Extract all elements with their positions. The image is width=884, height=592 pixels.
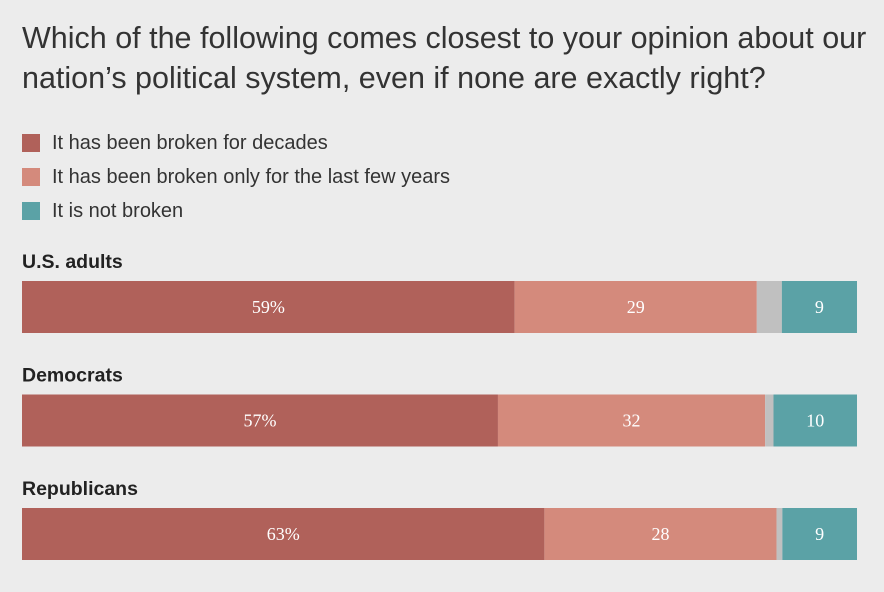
- legend-swatch-not-broken: [22, 202, 40, 220]
- data-label-republicans-0: 63%: [267, 524, 300, 544]
- bar-segment-republicans-2: [776, 508, 783, 560]
- data-label-u-s-adults-0: 59%: [252, 297, 285, 317]
- bar-segment-u-s-adults-3: [781, 281, 857, 333]
- bar-segment-u-s-adults-0: [22, 281, 515, 333]
- bar-segment-republicans-1: [544, 508, 777, 560]
- legend-item-few-years: It has been broken only for the last few…: [22, 160, 450, 194]
- legend-swatch-few-years: [22, 168, 40, 186]
- chart-title: Which of the following comes closest to …: [22, 21, 867, 95]
- legend-item-decades: It has been broken for decades: [22, 126, 450, 160]
- legend-label-decades: It has been broken for decades: [52, 131, 328, 154]
- legend-item-not-broken: It is not broken: [22, 194, 450, 228]
- data-label-democrats-1: 32: [623, 411, 641, 431]
- group-label-republicans: Republicans: [22, 478, 138, 500]
- bar-segment-democrats-2: [765, 394, 774, 447]
- group-label-democrats: Democrats: [22, 365, 123, 387]
- bar-segment-u-s-adults-1: [514, 281, 757, 333]
- chart-legend: It has been broken for decades It has be…: [22, 126, 450, 228]
- data-label-u-s-adults-1: 29: [627, 297, 645, 317]
- bar-segment-republicans-3: [782, 508, 857, 560]
- data-label-republicans-1: 28: [651, 524, 669, 544]
- group-label-u-s-adults: U.S. adults: [22, 251, 123, 273]
- legend-label-few-years: It has been broken only for the last few…: [52, 165, 450, 188]
- bar-segment-democrats-3: [773, 394, 857, 447]
- legend-swatch-decades: [22, 134, 40, 152]
- bar-segment-republicans-0: [22, 508, 545, 560]
- legend-label-not-broken: It is not broken: [52, 199, 184, 222]
- data-label-republicans-3: 9: [815, 524, 824, 544]
- bar-segment-democrats-0: [22, 394, 498, 447]
- data-label-u-s-adults-3: 9: [815, 297, 824, 317]
- bar-segment-u-s-adults-2: [756, 281, 782, 333]
- data-label-democrats-3: 10: [806, 411, 824, 431]
- bar-segment-democrats-1: [497, 394, 766, 447]
- data-label-democrats-0: 57%: [243, 411, 276, 431]
